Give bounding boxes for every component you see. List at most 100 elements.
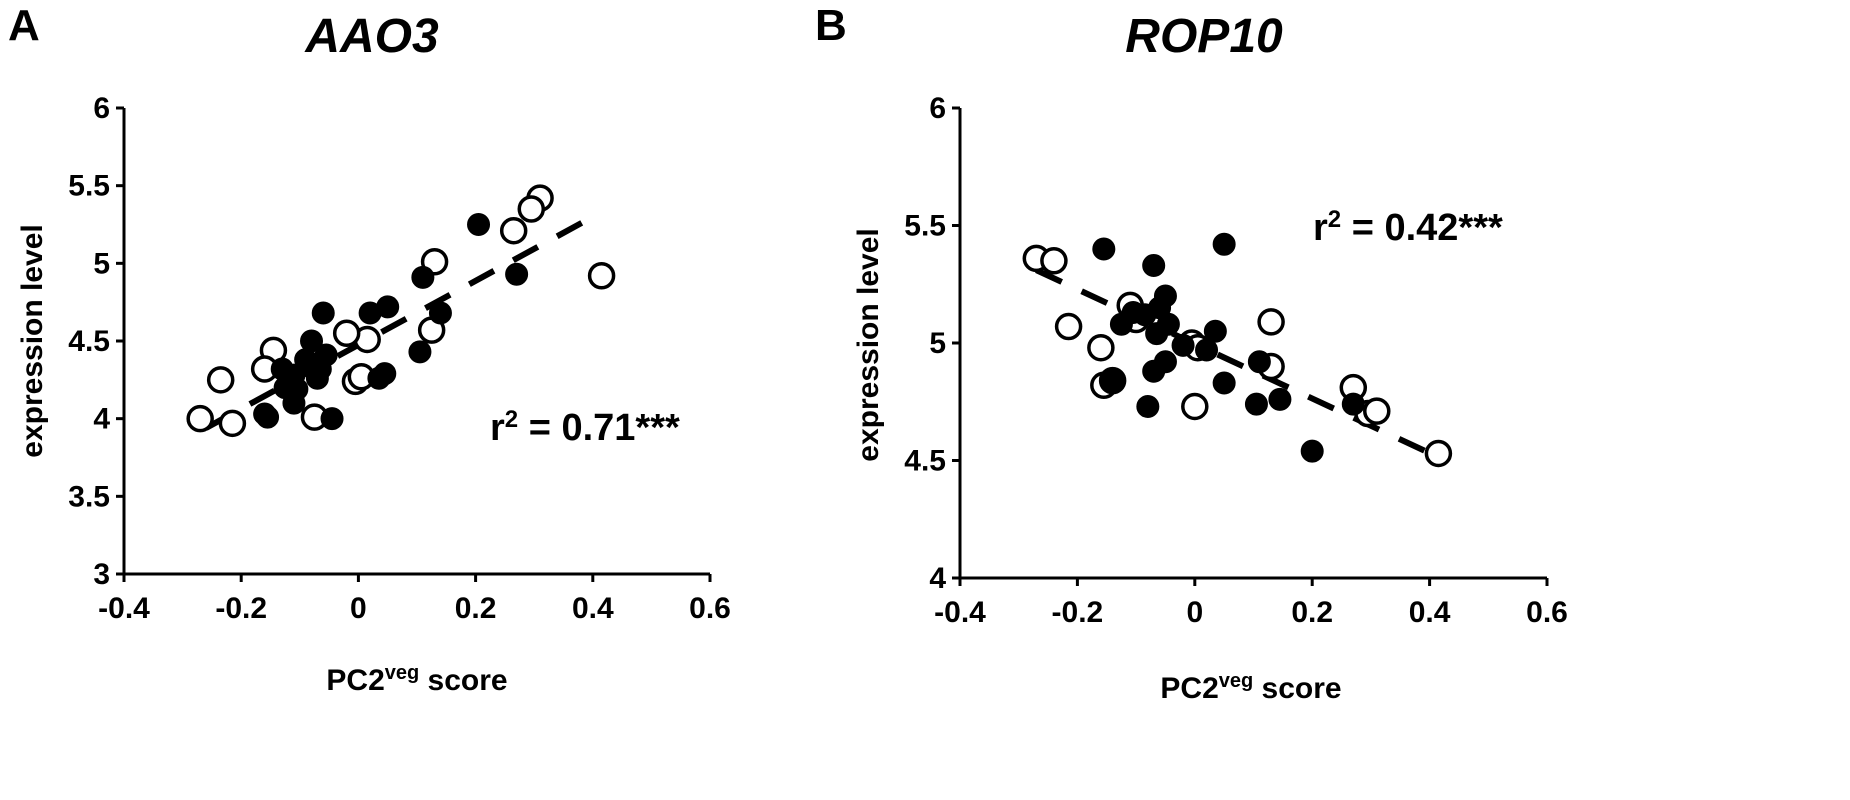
panel-b-r2-annotation: r2 = 0.42*** [1313,206,1503,250]
panel-b-title: ROP10 [1125,10,1283,63]
panel-b-y-tick-label: 5 [929,327,946,360]
panel-b-open-point [1054,312,1083,341]
panel-a-x-label-main: PC2 [326,664,384,697]
panel-b-open-point [1257,308,1285,336]
panel-a-filled-point [358,301,382,325]
panel-a-r2-value: = 0.71*** [518,407,680,449]
panel-b-filled-point [1300,439,1324,463]
panel-a-y-tick-label: 5.5 [68,170,110,203]
panel-a-open-point [218,409,247,438]
panel-a-filled-point [373,362,397,386]
panel-a-y-tick-label: 3.5 [68,480,110,513]
panel-b-letter: B [815,1,847,50]
panel-b-r2-value: = 0.42*** [1341,207,1503,249]
panel-b-filled-point [1268,387,1292,411]
panel-a-title: AAO3 [304,10,439,63]
panel-a-x-label-sup: veg [385,662,419,684]
panel-b-filled-point [1203,319,1227,343]
panel-a-filled-point [505,262,529,286]
panel-b-filled-point [1145,322,1169,346]
panel-a-x-tick-label: 0.4 [572,592,614,625]
panel-b-filled-point [1136,394,1160,418]
panel-b-x-label-suffix: score [1253,672,1341,705]
panel-a-x-tick-label: 0.6 [689,592,731,625]
panel-a-y-tick-label: 4.5 [68,325,110,358]
panel-a-open-point [206,366,235,394]
panel-a-open-point [587,262,616,290]
panel-b-y-tick-label: 6 [929,92,946,125]
panel-b-x-ticks: -0.4 -0.2 0 0.2 0.4 0.6 [934,578,1568,629]
panel-a-r2-annotation: r2 = 0.71*** [490,406,680,450]
panel-a-y-ticks: 3 3.5 4 4.5 5 5.5 6 [68,92,124,591]
panel-b-x-tick-label: 0.6 [1526,596,1568,629]
panel-a-filled-point [411,265,435,289]
panel-a-open-point [499,216,528,245]
panel-a-x-tick-label: 0 [350,592,367,625]
panel-b-filled-point [1212,371,1236,395]
panel-b-filled-point [1142,253,1166,277]
panel-b-open-point [1181,392,1209,421]
panel-a-open-point [517,195,546,223]
panel-a-trendline [204,210,601,431]
panel-b-filled-point [1341,392,1365,416]
panel-a-y-tick-label: 5 [93,247,110,280]
panel-b-open-point [1040,247,1068,275]
panel-b-y-ticks: 4 4.5 5 5.5 6 [904,92,960,595]
panel-b-x-tick-label: 0.2 [1291,596,1333,629]
panel-a: A AAO3 33.544.555.56 -0.4 -0.2 0 0.2 0.4 0.6 … [8,1,731,697]
panel-b-x-tick-label: 0.4 [1409,596,1451,629]
panel-a-x-axis-label: PC2veg score [326,662,507,697]
panel-a-y-axis-label: expression level [16,224,49,457]
panel-a-open-points [186,184,616,438]
panel-a-y-tick-label: 4 [93,403,110,436]
panel-b-r2-prefix: r [1313,207,1328,249]
panel-a-x-tick-label: -0.2 [215,592,267,625]
panel-a-x-label-suffix: score [419,664,507,697]
panel-a-filled-point [408,340,432,364]
panel-b-y-tick-label: 4.5 [904,445,946,478]
panel-b-y-tick-label: 5.5 [904,210,946,243]
panel-b-x-tick-label: -0.4 [934,596,986,629]
panel-b-x-label-sup: veg [1219,670,1253,692]
panel-b: B ROP10 4 4.5 5 5.5 6 -0.4 -0.2 0 0.2 0.4 0.6 r2 … [815,1,1568,705]
panel-a-filled-point [320,407,344,431]
panel-a-r2-sup: 2 [505,406,518,433]
panel-a-x-tick-label: 0.2 [455,592,497,625]
panel-a-r2-prefix: r [490,407,505,449]
panel-a-y-tick-label: 3 [93,558,110,591]
panel-b-filled-point [1092,237,1116,261]
panel-a-open-point [332,319,361,347]
panel-b-y-tick-label: 4 [929,562,946,595]
panel-b-open-point [1087,333,1115,362]
panel-a-filled-point [256,405,280,429]
panel-b-x-label-main: PC2 [1160,672,1218,705]
panel-a-filled-point [467,213,491,236]
panel-a-letter: A [8,1,40,50]
panel-a-open-point [186,404,214,433]
panel-b-open-point [1424,439,1453,468]
panel-b-filled-points [1092,232,1365,463]
panel-b-filled-point [1171,333,1195,357]
panel-b-x-tick-label: -0.2 [1052,596,1104,629]
panel-b-filled-point [1244,392,1268,416]
panel-b-filled-point [1142,359,1166,383]
panel-b-open-points [1022,244,1453,468]
panel-a-filled-point [282,391,306,415]
panel-b-filled-point [1212,232,1236,256]
panel-b-filled-point [1101,369,1125,393]
panel-a-filled-points [253,213,529,431]
panel-b-y-axis-label: expression level [852,228,885,461]
panel-b-r2-sup: 2 [1328,206,1341,233]
panel-a-x-ticks: -0.4 -0.2 0 0.2 0.4 0.6 [98,574,731,625]
panel-b-filled-point [1247,350,1271,374]
panel-a-filled-point [270,357,294,381]
panel-a-x-tick-label: -0.4 [98,592,150,625]
panel-a-y-tick-label: 6 [93,92,110,125]
panel-b-filled-point [1109,312,1133,336]
panel-a-filled-point [305,366,329,390]
panel-b-x-tick-label: 0 [1186,596,1203,629]
panel-b-open-point [1363,397,1391,425]
panel-b-x-axis-label: PC2veg score [1160,670,1341,705]
panel-a-filled-point [311,301,335,325]
